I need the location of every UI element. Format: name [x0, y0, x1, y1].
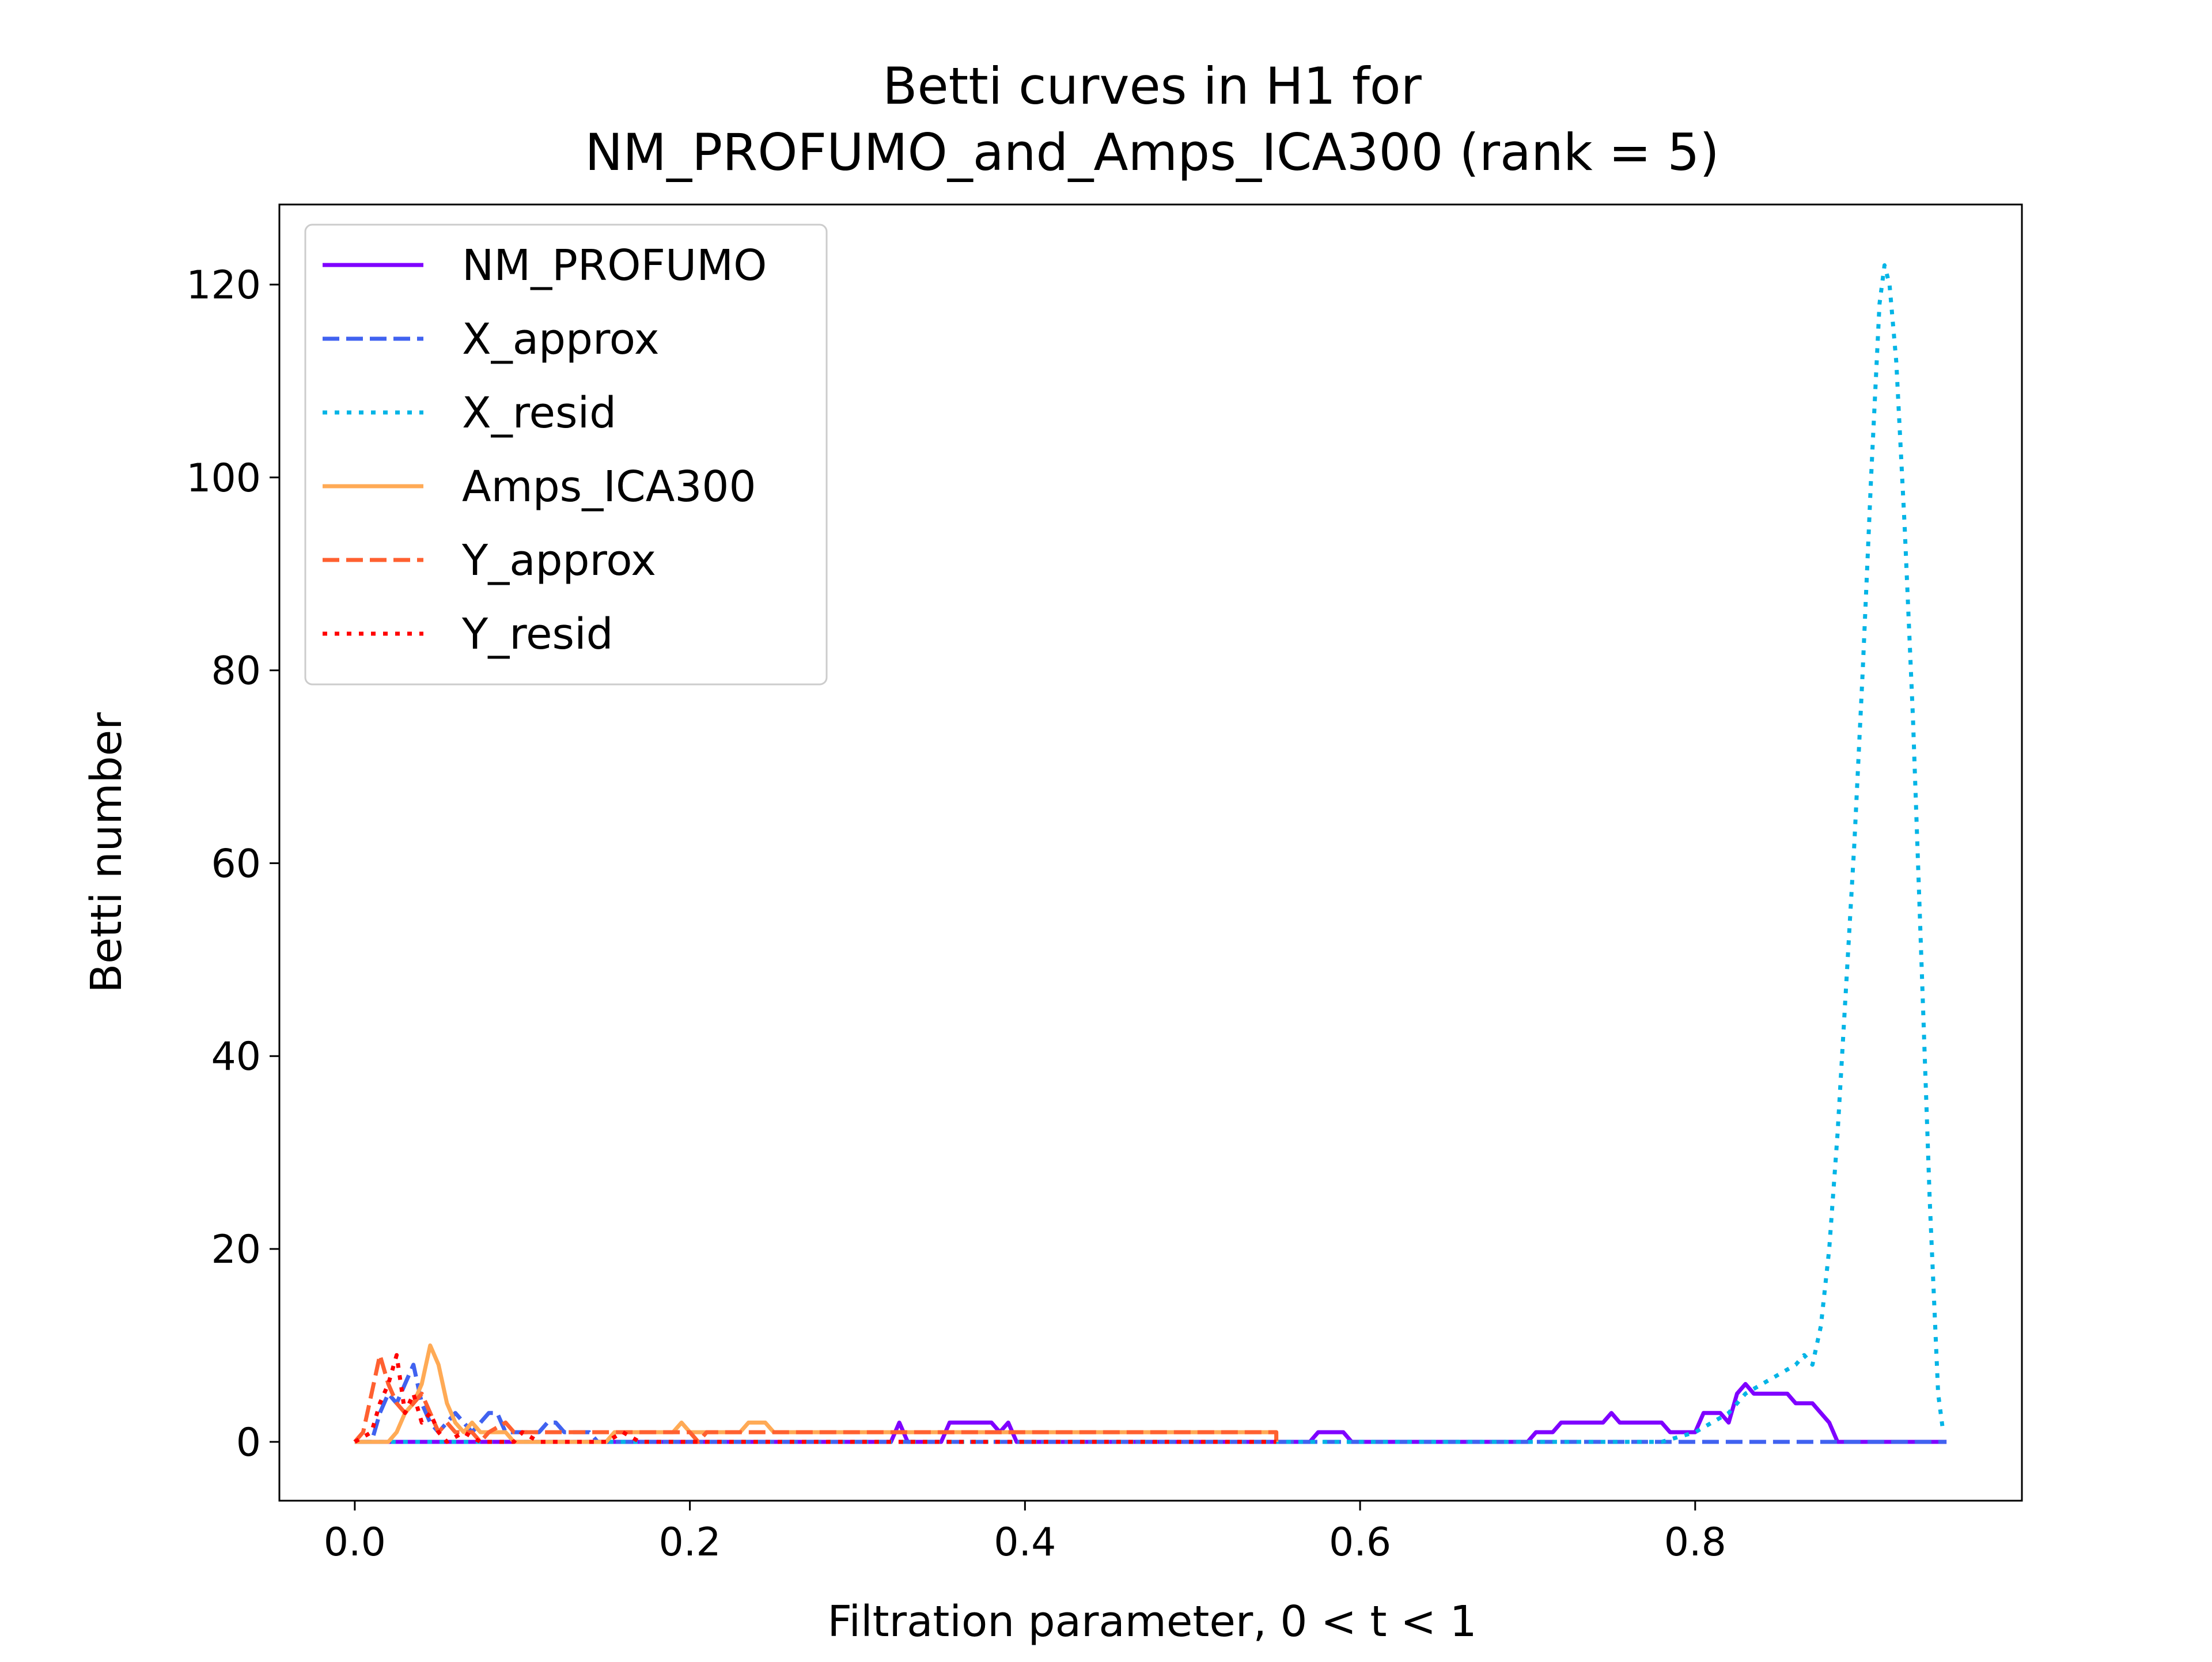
y-tick-label: 60 [211, 841, 261, 887]
x-tick-label: 0.8 [1664, 1520, 1726, 1565]
legend-label: X_resid [462, 388, 616, 438]
legend-label: NM_PROFUMO [462, 241, 767, 290]
legend-label: X_approx [462, 315, 660, 364]
y-tick-label: 20 [211, 1227, 261, 1273]
x-tick-label: 0.2 [659, 1520, 721, 1565]
x-tick-label: 0.6 [1329, 1520, 1391, 1565]
y-tick-label: 100 [186, 456, 261, 501]
y-tick-label: 120 [186, 263, 261, 308]
series-line-x-resid [354, 263, 1945, 1444]
legend-label: Amps_ICA300 [462, 462, 756, 512]
legend-label: Y_approx [461, 536, 656, 585]
plot-area-frame [278, 203, 2023, 1502]
series-line-y-resid [354, 1353, 1277, 1444]
axis-ticks: 0.0 0.2 0.4 0.6 0.8 0 20 40 60 80 100 120 [186, 263, 1726, 1565]
x-axis-label: Filtration parameter, 0 < t < 1 [827, 1597, 1476, 1646]
chart-title-line2: NM_PROFUMO_and_Amps_ICA300 (rank = 5) [585, 123, 1719, 182]
x-tick-label: 0.4 [994, 1520, 1056, 1565]
legend-label: Y_resid [461, 609, 613, 659]
x-tick-label: 0.0 [324, 1520, 386, 1565]
y-axis-label: Betti number [82, 712, 131, 993]
series-layer [353, 263, 1947, 1444]
y-tick-label: 80 [211, 649, 261, 694]
y-tick-label: 40 [211, 1034, 261, 1080]
legend: NM_PROFUMO X_approx X_resid Amps_ICA300 Y_ap… [304, 224, 828, 686]
series-line-y-approx [353, 1353, 1279, 1444]
chart-title-line1: Betti curves in H1 for [882, 56, 1422, 116]
legend-box [304, 224, 828, 686]
series-line-nm-profumo [354, 1381, 1947, 1444]
y-tick-label: 0 [236, 1420, 261, 1466]
